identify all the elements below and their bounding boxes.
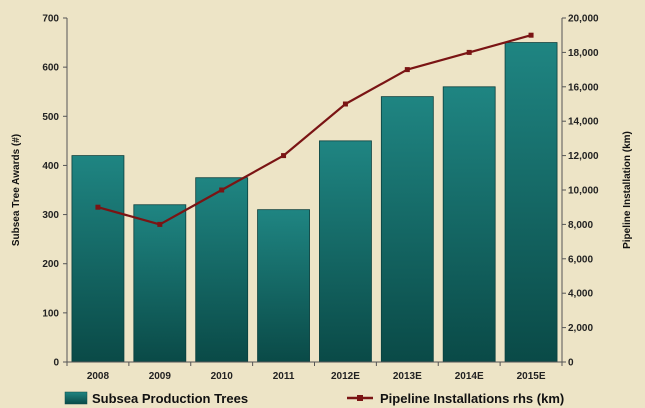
right-tick-label: 2,000 (568, 323, 593, 334)
right-tick-label: 8,000 (568, 220, 593, 231)
right-tick-label: 18,000 (568, 48, 599, 59)
x-tick-label: 2012E (331, 371, 360, 382)
bar (504, 42, 558, 363)
bar (442, 86, 496, 363)
right-tick-label: 16,000 (568, 82, 599, 93)
bar (71, 155, 125, 363)
bar (380, 96, 434, 363)
x-tick-label: 2014E (455, 371, 484, 382)
legend-bar-label: Subsea Production Trees (92, 391, 248, 406)
legend-bar-swatch (64, 391, 88, 405)
pipeline-point (281, 153, 287, 159)
x-tick-label: 2011 (273, 371, 295, 382)
bar-series (71, 42, 558, 363)
line-series (95, 32, 534, 227)
right-tick-label: 14,000 (568, 117, 599, 128)
right-axis-ticks: 0 2,000 4,000 6,000 8,000 10,000 12,000 14,000 1… (562, 14, 599, 369)
pipeline-point (342, 101, 348, 107)
x-tick-label: 2013E (393, 371, 422, 382)
x-axis-ticks: 2008 2009 2010 2011 2012E 2013E 2014E 2015E (66, 362, 563, 382)
left-tick-label: 500 (42, 112, 59, 123)
legend-line-label: Pipeline Installations rhs (km) (380, 391, 564, 406)
right-tick-label: 20,000 (568, 14, 599, 25)
x-tick-label: 2015E (517, 371, 546, 382)
pipeline-line (97, 34, 532, 226)
x-tick-label: 2008 (87, 371, 110, 382)
pipeline-point (466, 49, 472, 55)
left-tick-label: 400 (42, 161, 59, 172)
pipeline-point (157, 221, 163, 227)
pipeline-point (404, 67, 410, 73)
left-tick-label: 0 (53, 358, 59, 369)
x-tick-label: 2010 (211, 371, 234, 382)
bar (195, 177, 249, 363)
left-tick-label: 600 (42, 63, 59, 74)
pipeline-point (95, 204, 101, 210)
legend: Subsea Production Trees Pipeline Install… (64, 391, 564, 406)
right-axis-title: Pipeline Installation (km) (622, 131, 633, 249)
pipeline-point (528, 32, 534, 38)
left-tick-label: 200 (42, 259, 59, 270)
pipeline-point (219, 187, 225, 193)
bar (319, 140, 372, 363)
bar (257, 209, 310, 363)
x-tick-label: 2009 (149, 371, 172, 382)
left-axis-title: Subsea Tree Awards (#) (11, 134, 22, 246)
left-tick-label: 300 (42, 210, 59, 221)
right-tick-label: 12,000 (568, 151, 599, 162)
bar (133, 204, 187, 363)
legend-line-marker (357, 395, 363, 401)
right-tick-label: 0 (568, 358, 574, 369)
left-tick-label: 100 (42, 308, 59, 319)
left-axis-ticks: 0 100 200 300 400 500 600 700 (42, 14, 67, 369)
right-tick-label: 10,000 (568, 186, 599, 197)
right-tick-label: 4,000 (568, 289, 593, 300)
right-tick-label: 6,000 (568, 254, 593, 265)
left-tick-label: 700 (42, 14, 59, 25)
